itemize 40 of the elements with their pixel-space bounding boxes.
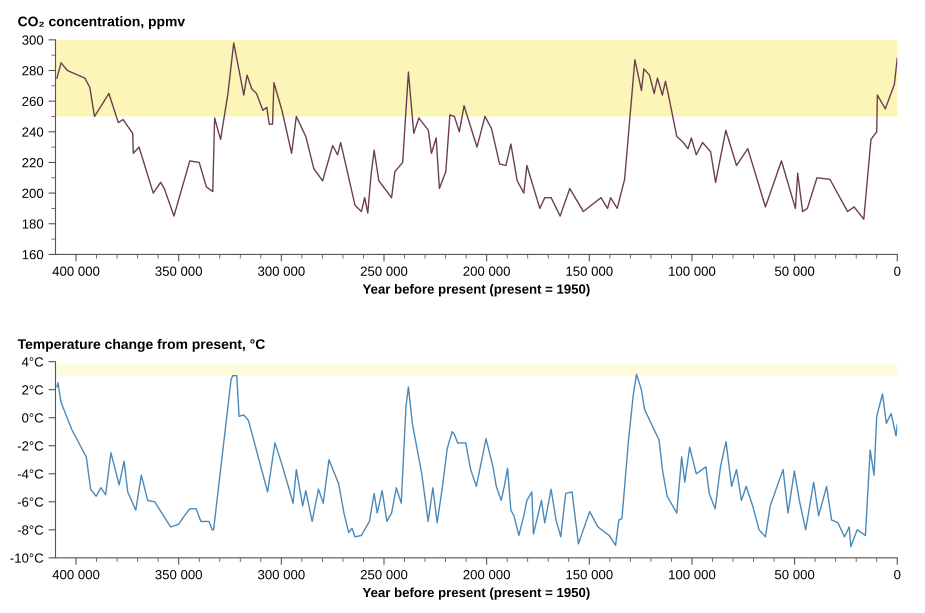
y-tick-label: 160 bbox=[22, 250, 44, 260]
x-axis-title: Year before present (present = 1950) bbox=[362, 587, 590, 600]
y-tick-label: 260 bbox=[22, 96, 44, 106]
x-tick-label: 100 000 bbox=[669, 266, 716, 276]
x-tick-label: 150 000 bbox=[566, 570, 613, 580]
x-tick-label: 50 000 bbox=[774, 266, 814, 276]
y-tick-label: 180 bbox=[22, 219, 44, 229]
y-tick-label: 0°C bbox=[22, 413, 44, 423]
x-tick-label: 250 000 bbox=[360, 266, 408, 276]
line-series bbox=[56, 374, 898, 548]
y-tick-label: -8°C bbox=[18, 525, 44, 535]
x-tick-label: 200 000 bbox=[463, 570, 510, 580]
x-tick-label: 400 000 bbox=[52, 570, 100, 580]
x-tick-label: 350 000 bbox=[155, 570, 202, 580]
x-tick-label: 350 000 bbox=[155, 266, 202, 276]
y-tick-label: -10°C bbox=[10, 553, 44, 563]
chart-title: CO₂ concentration, ppmv bbox=[18, 16, 186, 30]
x-tick-label: 0 bbox=[894, 266, 900, 276]
x-tick-label: 250 000 bbox=[360, 570, 408, 580]
chart-title: Temperature change from present, °C bbox=[18, 338, 265, 352]
y-tick-label: 300 bbox=[22, 35, 44, 45]
y-tick-label: 240 bbox=[22, 127, 44, 137]
y-tick-label: 280 bbox=[22, 66, 44, 76]
y-tick-label: 200 bbox=[22, 188, 44, 198]
y-tick-label: -6°C bbox=[18, 497, 44, 507]
x-tick-label: 200 000 bbox=[463, 266, 510, 276]
y-tick-label: 220 bbox=[22, 158, 44, 168]
x-tick-label: 100 000 bbox=[669, 570, 716, 580]
x-axis-title: Year before present (present = 1950) bbox=[362, 284, 590, 296]
x-tick-label: 300 000 bbox=[258, 266, 305, 276]
x-tick-label: 300 000 bbox=[258, 570, 305, 580]
y-tick-label: -2°C bbox=[18, 441, 44, 451]
y-tick-label: 2°C bbox=[22, 385, 44, 395]
x-tick-label: 0 bbox=[894, 570, 900, 580]
x-tick-label: 400 000 bbox=[52, 266, 100, 276]
y-tick-label: 4°C bbox=[22, 357, 44, 367]
x-tick-label: 50 000 bbox=[774, 570, 814, 580]
y-tick-label: -4°C bbox=[18, 469, 44, 479]
line-series bbox=[56, 42, 898, 220]
x-tick-label: 150 000 bbox=[566, 266, 613, 276]
